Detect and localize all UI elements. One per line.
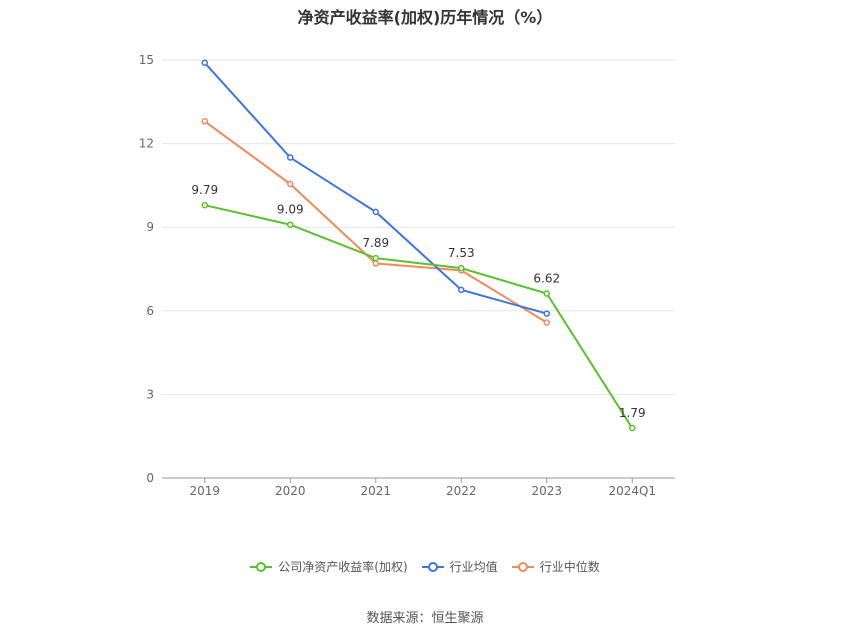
source-note: 数据来源：恒生聚源 xyxy=(366,611,484,626)
legend-label: 公司净资产收益率(加权) xyxy=(278,560,408,574)
legend-swatch xyxy=(511,561,534,572)
data-point xyxy=(287,221,294,228)
data-point xyxy=(458,264,465,272)
legend-swatch xyxy=(421,561,444,572)
data-point xyxy=(629,424,636,432)
data-point xyxy=(201,118,208,125)
legend: 公司净资产收益率(加权) 行业均值 行业中位数 xyxy=(0,558,850,575)
y-tick-label: 0 xyxy=(146,471,154,485)
legend-label: 行业中位数 xyxy=(539,560,600,574)
x-tick-label: 2022 xyxy=(446,484,477,498)
series-line xyxy=(204,62,548,315)
data-point xyxy=(372,260,379,267)
x-tick-label: 2021 xyxy=(360,484,391,498)
series-line xyxy=(204,204,634,429)
y-tick-label: 15 xyxy=(139,53,154,67)
legend-item[interactable]: 行业均值 xyxy=(421,558,498,575)
data-point xyxy=(543,319,550,326)
data-point xyxy=(287,180,294,188)
data-label: 7.89 xyxy=(362,236,389,250)
data-point xyxy=(543,310,550,317)
data-point xyxy=(201,201,208,209)
data-point xyxy=(201,59,208,67)
x-tick-label: 2023 xyxy=(531,484,562,498)
data-point xyxy=(372,208,379,216)
data-label: 9.79 xyxy=(191,183,218,197)
data-label: 6.62 xyxy=(533,272,560,286)
x-tick-label: 2019 xyxy=(189,484,220,498)
chart-title: 净资产收益率(加权)历年情况（%） xyxy=(297,8,553,27)
data-point xyxy=(458,286,465,294)
y-tick-label: 9 xyxy=(146,220,154,234)
data-point xyxy=(543,290,550,297)
x-tick-label: 2024Q1 xyxy=(608,484,656,498)
y-tick-label: 12 xyxy=(139,137,154,151)
legend-swatch-marker xyxy=(517,561,528,572)
legend-swatch-marker xyxy=(427,561,438,572)
y-tick-label: 3 xyxy=(146,387,154,401)
data-label: 9.09 xyxy=(277,203,304,217)
legend-item[interactable]: 行业中位数 xyxy=(511,558,600,575)
legend-swatch-marker xyxy=(256,561,267,572)
legend-swatch xyxy=(250,561,273,572)
data-label: 7.53 xyxy=(448,246,475,260)
legend-item[interactable]: 公司净资产收益率(加权) xyxy=(250,558,408,575)
data-label: 1.79 xyxy=(619,406,646,420)
legend-label: 行业均值 xyxy=(449,560,498,574)
data-point xyxy=(372,254,379,262)
data-point xyxy=(287,154,294,161)
x-tick-label: 2020 xyxy=(275,484,306,498)
y-tick-label: 6 xyxy=(146,304,154,318)
series-line xyxy=(204,120,548,324)
